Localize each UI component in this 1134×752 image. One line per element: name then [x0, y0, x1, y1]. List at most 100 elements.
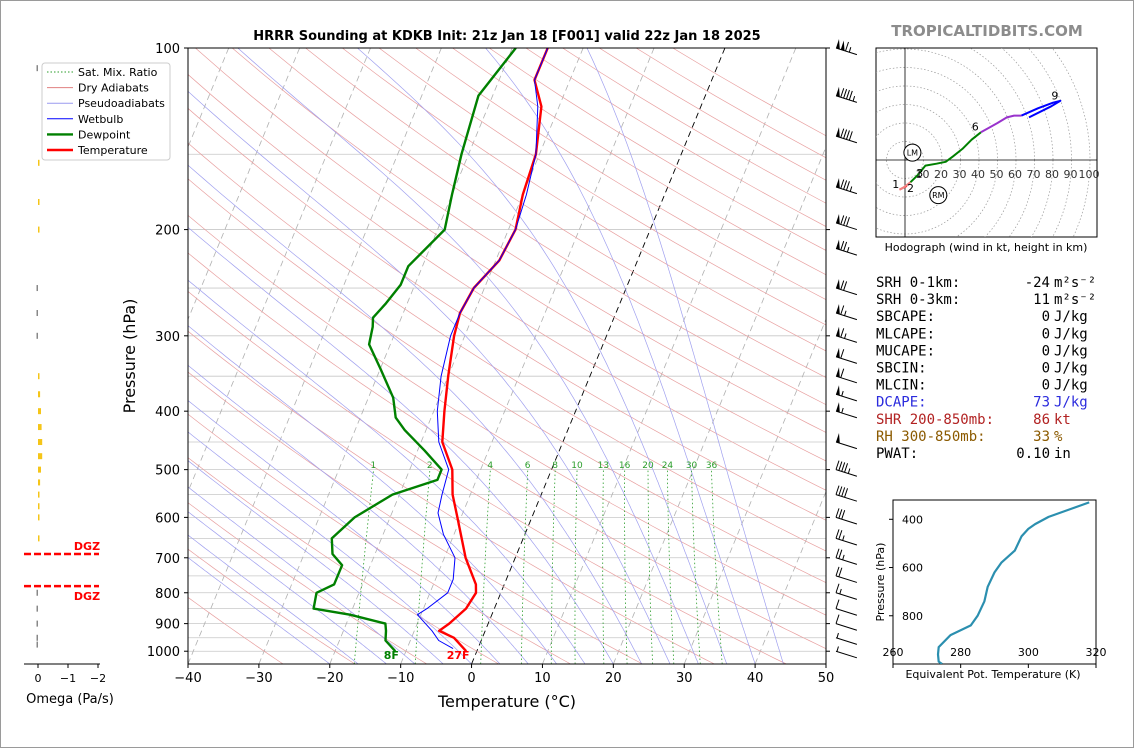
index-value: 0: [1042, 343, 1050, 359]
mixing-ratio-label: 16: [619, 461, 631, 471]
mixing-ratio-label: 30: [686, 461, 698, 471]
theta-e-y-tick-label: 400: [902, 513, 923, 526]
barb-full: [836, 584, 839, 593]
barb-full: [841, 129, 844, 138]
index-unit: J/kg: [1054, 395, 1088, 411]
barb-full: [846, 90, 849, 99]
barb-full: [841, 215, 844, 224]
wind-barb: [836, 348, 857, 364]
legend-entry: Wetbulb: [78, 113, 123, 126]
mixing-ratio-line: [481, 470, 491, 664]
barb-half: [850, 187, 852, 192]
index-unit: J/kg: [1054, 361, 1088, 377]
barb-staff: [836, 624, 857, 631]
y-tick-label: 300: [155, 330, 180, 345]
moist-adiabat: [357, 48, 726, 664]
hodograph-height-label: 1: [892, 178, 899, 191]
mixing-ratio-line: [575, 470, 577, 664]
barb-flag: [836, 240, 840, 250]
theta-e-y-tick-label: 600: [902, 562, 923, 575]
barb-half: [845, 334, 847, 339]
mixing-ratio-label: 24: [662, 461, 674, 471]
theta-e-x-tick-label: 300: [1018, 646, 1039, 659]
barb-staff: [836, 249, 857, 256]
barb-full: [839, 568, 842, 577]
wind-barb: [836, 39, 857, 55]
barb-full: [842, 462, 845, 471]
hodograph-ring-label: 50: [990, 168, 1004, 181]
mixing-ratio-label: 6: [525, 461, 531, 471]
mixing-ratio-label: 10: [571, 461, 583, 471]
omega-tick-label: −1: [60, 672, 76, 685]
barb-half: [853, 96, 855, 101]
mixing-ratio-line: [712, 470, 723, 664]
omega-bar: [38, 391, 40, 397]
hodograph-ring-label: 90: [1064, 168, 1078, 181]
x-tick-label: 30: [676, 671, 693, 686]
index-unit: J/kg: [1054, 378, 1088, 394]
barb-flag: [836, 178, 840, 188]
hodograph-ring-label: 20: [934, 168, 948, 181]
barb-full: [845, 463, 848, 472]
barb-half: [845, 311, 847, 316]
barb-full: [846, 181, 849, 190]
index-unit: m²s⁻²: [1054, 275, 1096, 291]
omega-bar: [37, 606, 39, 612]
series-wetbulb: [417, 48, 547, 649]
hodograph-caption: Hodograph (wind in kt, height in km): [885, 241, 1088, 254]
barb-full: [844, 216, 847, 225]
index-unit: J/kg: [1054, 309, 1088, 325]
barb-full: [841, 306, 844, 315]
index-value: 0: [1042, 378, 1050, 394]
barb-full: [846, 42, 849, 51]
index-unit: m²s⁻²: [1054, 292, 1096, 308]
index-value: 11: [1033, 292, 1050, 308]
y-tick-label: 500: [155, 464, 180, 479]
chart-title: HRRR Sounding at KDKB Init: 21z Jan 18 […: [253, 29, 760, 44]
barb-flag: [836, 327, 840, 337]
mixing-ratio-label: 20: [642, 461, 654, 471]
mixing-ratio-label: 13: [598, 461, 609, 471]
barb-full: [839, 462, 842, 471]
dgz-label: DGZ: [74, 590, 100, 603]
wind-barb: [836, 279, 857, 295]
barb-flag: [836, 433, 840, 443]
mixing-ratio-label: 36: [706, 461, 718, 471]
omega-bar: [38, 479, 40, 485]
x-tick-label: −20: [316, 671, 343, 686]
hodograph-height-label: 3: [916, 167, 923, 180]
barb-flag: [836, 127, 840, 137]
barb-full: [844, 180, 847, 189]
omega-bar: [38, 408, 41, 414]
omega-bar: [38, 439, 42, 445]
hodograph-ring-label: 30: [953, 168, 967, 181]
index-unit: J/kg: [1054, 343, 1088, 359]
x-tick-label: 40: [747, 671, 764, 686]
theta-e-y-label: Pressure (hPa): [874, 543, 887, 622]
barb-full: [844, 89, 847, 98]
omega-bar: [37, 590, 39, 596]
mixing-ratio-label: 8: [552, 461, 558, 471]
barb-flag: [836, 214, 840, 224]
omega-axis-label: Omega (Pa/s): [26, 692, 114, 707]
legend-entry: Dry Adiabats: [78, 82, 149, 95]
omega-bar: [37, 285, 39, 291]
index-value: 73: [1033, 395, 1050, 411]
legend-entry: Sat. Mix. Ratio: [78, 66, 158, 79]
barb-full: [841, 281, 844, 290]
index-label: PWAT:: [876, 446, 918, 462]
y-tick-label: 200: [155, 224, 180, 239]
wind-barb: [836, 647, 857, 658]
storm-motion-label: LM: [907, 149, 918, 158]
barb-full: [846, 130, 849, 139]
isotherm: [259, 48, 512, 664]
wind-barb: [836, 385, 857, 401]
wind-barbs: [836, 39, 857, 658]
index-label: SRH 0-1km:: [876, 275, 960, 291]
barb-full: [836, 508, 839, 517]
index-value: 0: [1042, 326, 1050, 342]
hodograph-height-label: 2: [907, 182, 914, 195]
index-label: MLCIN:: [876, 378, 927, 394]
barb-full: [836, 486, 839, 495]
omega-bar: [37, 310, 39, 316]
